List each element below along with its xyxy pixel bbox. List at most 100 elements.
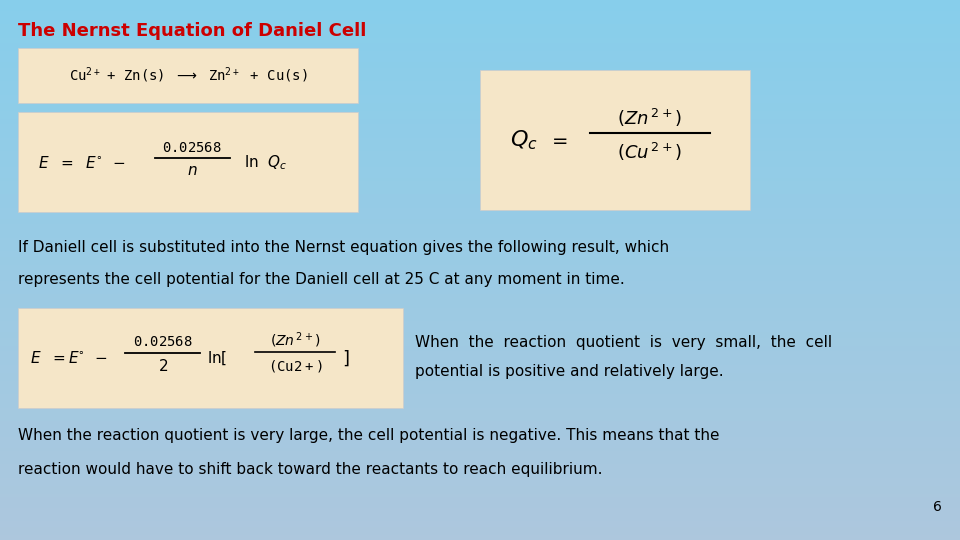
Bar [0, 500, 960, 503]
Bar [0, 43, 960, 47]
Bar [0, 62, 960, 66]
Bar [0, 524, 960, 528]
Bar [0, 313, 960, 317]
Bar [0, 364, 960, 368]
Bar [0, 27, 960, 31]
Bar [0, 113, 960, 117]
Bar [0, 146, 960, 150]
Bar [0, 151, 960, 155]
Bar [0, 324, 960, 328]
Bar [0, 84, 960, 87]
Text: $\mathit{E}$  $=$  $\mathit{E}$$^{\circ}$  $-$: $\mathit{E}$ $=$ $\mathit{E}$$^{\circ}$ … [38, 155, 126, 171]
Bar [0, 122, 960, 125]
Bar [0, 8, 960, 12]
Bar [0, 348, 960, 352]
Bar [0, 416, 960, 420]
Text: $\mathtt{Cu^{2+}}$ $\mathtt{+}$  $\mathtt{Zn(s)}$  $\longrightarrow$  $\mathtt{Z: $\mathtt{Cu^{2+}}$ $\mathtt{+}$ $\mathtt… [69, 65, 307, 85]
Bar [0, 235, 960, 239]
Bar [0, 408, 960, 411]
Bar [0, 5, 960, 9]
Bar [0, 335, 960, 339]
Bar [0, 68, 960, 71]
Bar [0, 397, 960, 401]
Bar [0, 440, 960, 444]
Text: $\mathtt{0.02568}$: $\mathtt{0.02568}$ [162, 141, 222, 155]
Bar [0, 54, 960, 58]
Bar [0, 270, 960, 274]
Bar [0, 127, 960, 131]
Bar [0, 170, 960, 174]
Bar [0, 518, 960, 522]
Bar [0, 418, 960, 422]
Bar [0, 227, 960, 231]
Bar [0, 516, 960, 519]
Bar [0, 437, 960, 441]
Bar [0, 138, 960, 141]
Bar [0, 186, 960, 190]
Bar [0, 259, 960, 263]
Bar [0, 97, 960, 101]
Bar [0, 367, 960, 371]
Bar [0, 402, 960, 406]
Bar [0, 448, 960, 452]
Bar [0, 286, 960, 290]
Bar [0, 116, 960, 120]
Bar [0, 119, 960, 123]
Text: $\mathrm{ln}[$: $\mathrm{ln}[$ [207, 349, 228, 367]
Bar [0, 205, 960, 209]
Text: $\mathtt{0.02568}$: $\mathtt{0.02568}$ [133, 335, 193, 349]
Bar [0, 343, 960, 347]
Bar [0, 65, 960, 69]
Text: represents the cell potential for the Daniell cell at 25 C at any moment in time: represents the cell potential for the Da… [18, 272, 625, 287]
Bar [0, 148, 960, 152]
Bar [0, 373, 960, 376]
Bar [0, 22, 960, 25]
Bar [0, 256, 960, 260]
Bar [0, 14, 960, 17]
Bar [0, 254, 960, 258]
Bar [0, 76, 960, 79]
Bar [0, 413, 960, 417]
Bar [0, 35, 960, 39]
Bar [0, 510, 960, 514]
Text: $\mathit{(Zn^{\,2+})}$: $\mathit{(Zn^{\,2+})}$ [270, 330, 321, 350]
Text: The Nernst Equation of Daniel Cell: The Nernst Equation of Daniel Cell [18, 22, 367, 40]
Bar [0, 92, 960, 96]
Bar [0, 432, 960, 436]
Bar [0, 297, 960, 301]
Bar [0, 94, 960, 98]
Bar [0, 11, 960, 15]
Bar [0, 232, 960, 236]
Bar [0, 208, 960, 212]
Bar [0, 446, 960, 449]
Bar [0, 427, 960, 430]
Bar [0, 502, 960, 506]
Bar [0, 32, 960, 36]
Bar [0, 162, 960, 166]
Bar [0, 535, 960, 538]
Bar [0, 73, 960, 77]
Text: $=$: $=$ [548, 131, 568, 149]
Bar [0, 356, 960, 360]
Bar [0, 103, 960, 106]
Bar [0, 462, 960, 465]
Bar [0, 202, 960, 206]
Bar [0, 443, 960, 447]
Bar [0, 475, 960, 479]
Bar [0, 454, 960, 457]
Bar [0, 81, 960, 85]
Bar [0, 167, 960, 171]
Bar [0, 0, 960, 4]
Bar [0, 321, 960, 325]
Bar [0, 381, 960, 384]
Text: If Daniell cell is substituted into the Nernst equation gives the following resu: If Daniell cell is substituted into the … [18, 240, 669, 255]
Bar [0, 132, 960, 136]
Bar [0, 157, 960, 160]
Bar [0, 383, 960, 387]
Text: $\mathrm{ln}$  $\mathit{Q_c}$: $\mathrm{ln}$ $\mathit{Q_c}$ [244, 154, 287, 172]
Bar [0, 108, 960, 112]
Bar [0, 192, 960, 195]
Bar [0, 526, 960, 530]
Bar [0, 505, 960, 509]
Text: $\mathit{(Cu^{\,2+})}$: $\mathit{(Cu^{\,2+})}$ [617, 141, 683, 163]
